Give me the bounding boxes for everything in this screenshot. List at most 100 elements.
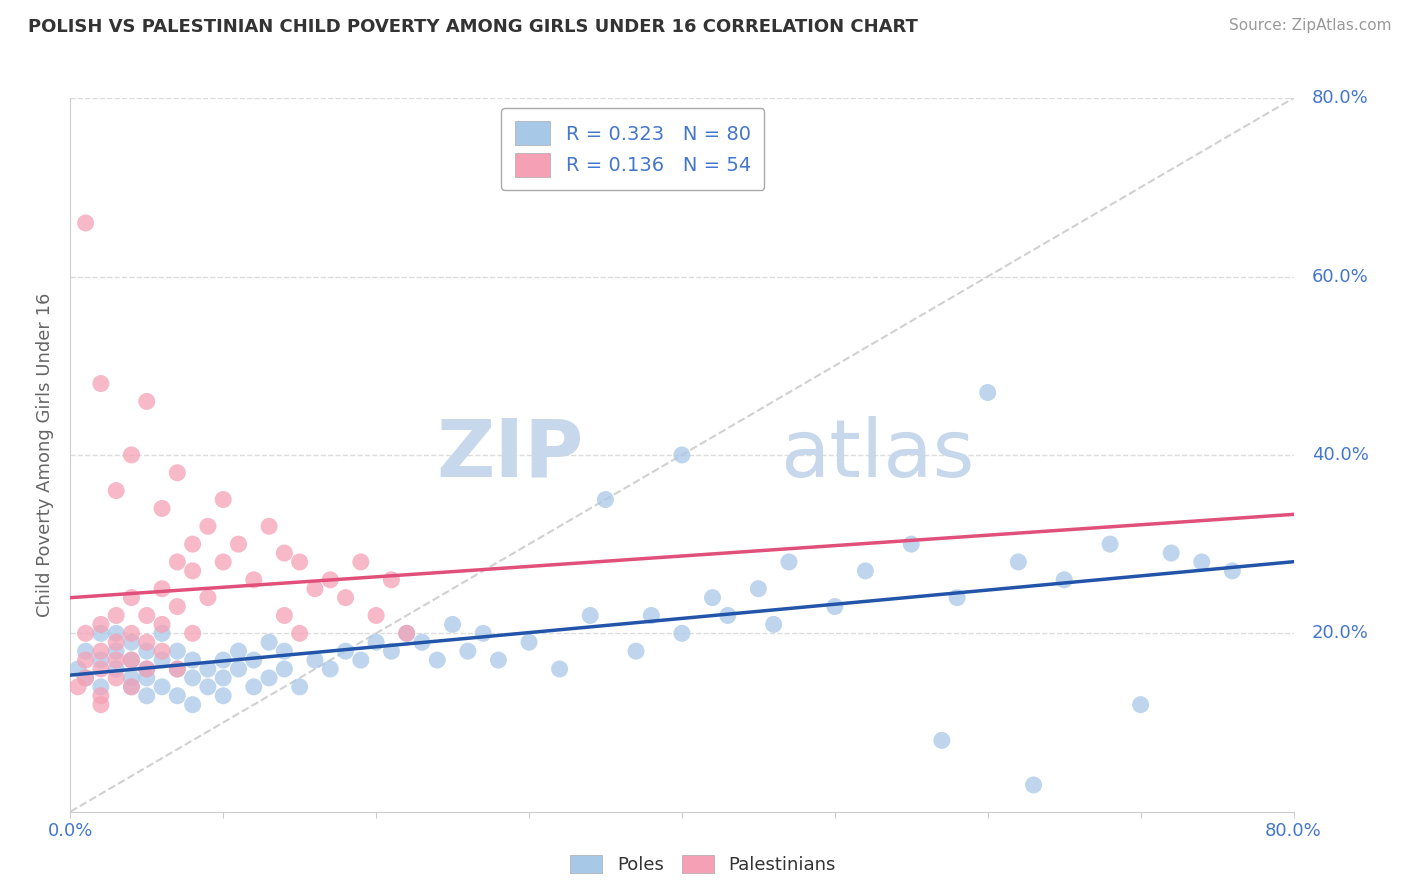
Point (488, 653, 510, 667)
Point (273, 644, 295, 658)
Point (304, 653, 326, 667)
Point (90, 653, 112, 667)
Point (457, 644, 479, 658)
Point (319, 662, 342, 676)
Point (105, 662, 128, 676)
Point (166, 689, 188, 703)
Point (1022, 778, 1045, 792)
Point (197, 591, 219, 605)
Point (288, 680, 311, 694)
Point (105, 653, 128, 667)
Point (273, 546, 295, 560)
Text: 20.0%: 20.0% (1312, 624, 1369, 642)
Point (288, 626, 311, 640)
Point (90, 376, 112, 391)
Point (304, 582, 326, 596)
Point (717, 608, 740, 623)
Point (166, 662, 188, 676)
Point (197, 680, 219, 694)
Point (257, 671, 280, 685)
Text: ZIP: ZIP (437, 416, 583, 494)
Point (166, 555, 188, 569)
Point (181, 653, 204, 667)
Point (212, 492, 235, 507)
Point (257, 635, 280, 649)
Point (150, 680, 173, 694)
Point (824, 599, 846, 614)
Point (135, 689, 157, 703)
Point (1099, 537, 1122, 551)
Point (228, 537, 250, 551)
Point (288, 555, 311, 569)
Point (166, 599, 188, 614)
Point (946, 591, 969, 605)
Point (1160, 546, 1182, 560)
Point (75, 671, 97, 685)
Point (90, 680, 112, 694)
Point (135, 608, 157, 623)
Point (197, 662, 219, 676)
Point (472, 626, 495, 640)
Point (75, 216, 97, 230)
Point (90, 698, 112, 712)
Point (90, 689, 112, 703)
Point (135, 635, 157, 649)
Point (212, 653, 235, 667)
Point (976, 385, 998, 400)
Point (90, 662, 112, 676)
Point (395, 626, 418, 640)
Point (105, 483, 128, 498)
Point (335, 591, 357, 605)
Point (105, 626, 128, 640)
Y-axis label: Child Poverty Among Girls Under 16: Child Poverty Among Girls Under 16 (37, 293, 55, 617)
Text: atlas: atlas (780, 416, 974, 494)
Point (702, 591, 724, 605)
Point (105, 608, 128, 623)
Point (121, 626, 143, 640)
Point (66, 662, 89, 676)
Point (166, 662, 188, 676)
Point (150, 653, 173, 667)
Point (762, 617, 785, 632)
Point (595, 492, 617, 507)
Point (257, 519, 280, 533)
Point (548, 662, 571, 676)
Point (350, 555, 373, 569)
Point (121, 448, 143, 462)
Point (1220, 564, 1243, 578)
Point (441, 617, 464, 632)
Point (121, 680, 143, 694)
Point (75, 626, 97, 640)
Point (747, 582, 769, 596)
Text: 40.0%: 40.0% (1312, 446, 1369, 464)
Point (212, 689, 235, 703)
Point (1053, 573, 1076, 587)
Point (212, 555, 235, 569)
Point (624, 644, 647, 658)
Point (90, 626, 112, 640)
Point (90, 644, 112, 658)
Point (243, 680, 266, 694)
Point (66, 680, 89, 694)
Point (75, 644, 97, 658)
Point (212, 671, 235, 685)
Point (671, 448, 693, 462)
Point (900, 537, 922, 551)
Point (395, 626, 418, 640)
Point (121, 653, 143, 667)
Point (228, 644, 250, 658)
Point (411, 635, 433, 649)
Point (135, 662, 157, 676)
Point (150, 626, 173, 640)
Point (855, 564, 877, 578)
Point (121, 635, 143, 649)
Text: POLISH VS PALESTINIAN CHILD POVERTY AMONG GIRLS UNDER 16 CORRELATION CHART: POLISH VS PALESTINIAN CHILD POVERTY AMON… (28, 18, 918, 36)
Point (640, 608, 662, 623)
Point (181, 537, 204, 551)
Point (197, 519, 219, 533)
Point (135, 644, 157, 658)
Point (181, 698, 204, 712)
Point (166, 644, 188, 658)
Point (135, 662, 157, 676)
Point (90, 617, 112, 632)
